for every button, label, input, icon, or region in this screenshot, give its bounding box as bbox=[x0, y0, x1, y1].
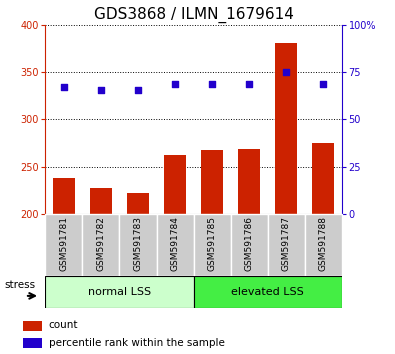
Bar bbox=[268, 214, 305, 276]
Text: GSM591785: GSM591785 bbox=[207, 216, 216, 271]
Bar bbox=[194, 214, 231, 276]
Text: GSM591784: GSM591784 bbox=[171, 216, 180, 271]
Bar bbox=[305, 214, 342, 276]
Bar bbox=[23, 338, 41, 348]
Bar bbox=[156, 214, 194, 276]
Point bbox=[209, 82, 215, 87]
Text: elevated LSS: elevated LSS bbox=[231, 287, 304, 297]
Bar bbox=[83, 214, 120, 276]
Bar bbox=[231, 214, 268, 276]
Text: GSM591788: GSM591788 bbox=[319, 216, 328, 271]
Bar bbox=[23, 321, 41, 331]
Bar bbox=[164, 154, 186, 214]
Point bbox=[172, 82, 178, 87]
Point bbox=[320, 82, 326, 87]
Text: stress: stress bbox=[4, 280, 35, 290]
Bar bbox=[90, 188, 112, 214]
Bar bbox=[194, 276, 342, 308]
Bar bbox=[45, 276, 194, 308]
Text: normal LSS: normal LSS bbox=[88, 287, 151, 297]
Point bbox=[98, 87, 104, 93]
Bar bbox=[45, 214, 83, 276]
Bar bbox=[275, 43, 297, 214]
Bar bbox=[127, 193, 149, 214]
Text: count: count bbox=[49, 320, 78, 330]
Text: percentile rank within the sample: percentile rank within the sample bbox=[49, 338, 225, 348]
Bar bbox=[120, 214, 156, 276]
Title: GDS3868 / ILMN_1679614: GDS3868 / ILMN_1679614 bbox=[94, 7, 293, 23]
Bar bbox=[238, 149, 260, 214]
Text: GSM591786: GSM591786 bbox=[245, 216, 254, 271]
Point bbox=[135, 87, 141, 93]
Bar bbox=[201, 150, 223, 214]
Text: GSM591781: GSM591781 bbox=[59, 216, 68, 271]
Bar bbox=[312, 143, 334, 214]
Point bbox=[61, 85, 67, 90]
Bar bbox=[53, 178, 75, 214]
Point bbox=[283, 69, 289, 75]
Text: GSM591782: GSM591782 bbox=[96, 216, 105, 271]
Point bbox=[246, 82, 252, 87]
Text: GSM591783: GSM591783 bbox=[134, 216, 143, 271]
Text: GSM591787: GSM591787 bbox=[282, 216, 291, 271]
